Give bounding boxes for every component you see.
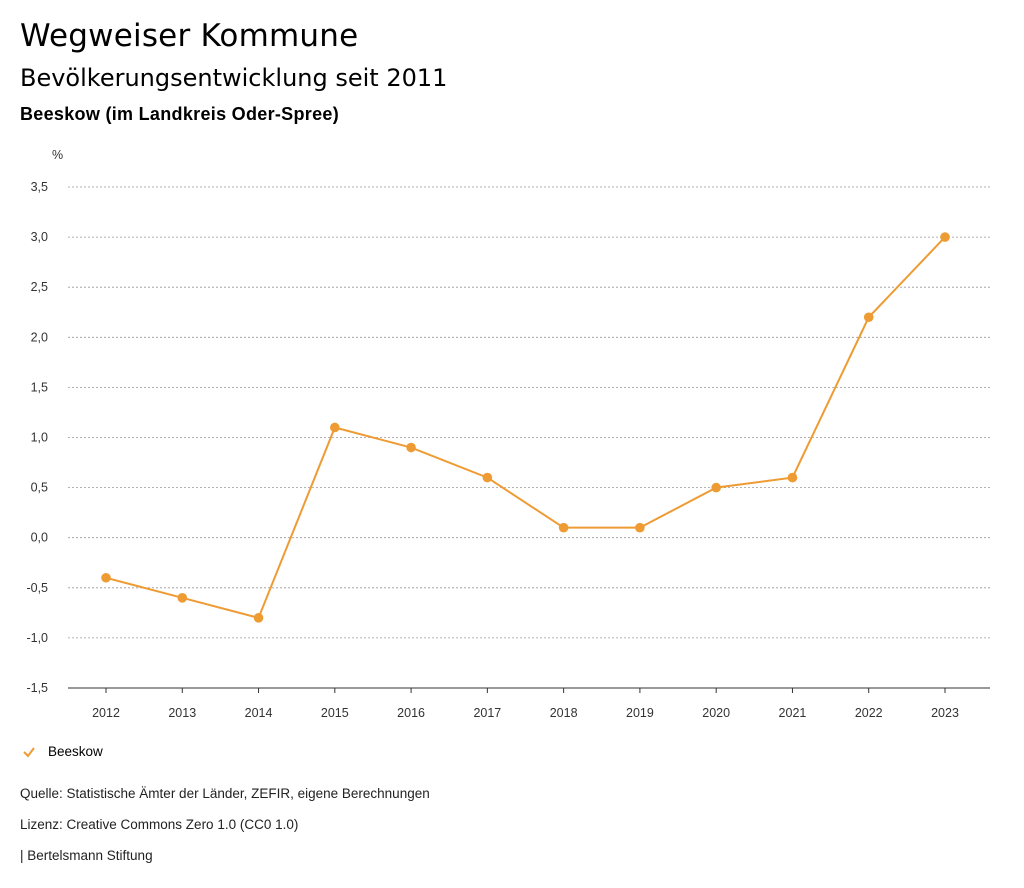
legend-label-beeskow: Beeskow [48,744,103,759]
chart-subtitle: Bevölkerungsentwicklung seit 2011 [20,64,448,92]
data-point[interactable] [863,312,874,323]
data-point[interactable] [940,232,950,242]
y-tick-label: 3,5 [31,180,48,194]
x-tick-label: 2014 [245,706,273,720]
y-tick-label: 0,5 [31,481,48,495]
data-point[interactable] [558,522,569,533]
data-point[interactable] [635,522,645,533]
region-label: Beeskow (im Landkreis Oder-Spree) [20,104,340,124]
y-tick-label: 2,5 [31,280,48,294]
y-tick-label: 0,0 [31,531,48,545]
source-note: Quelle: Statistische Ämter der Länder, Z… [20,786,430,801]
publisher-note: | Bertelsmann Stiftung [20,848,153,863]
y-tick-label: -1,5 [26,681,48,695]
data-point[interactable] [406,442,416,453]
x-tick-label: 2019 [626,706,654,720]
x-tick-label: 2017 [473,706,501,720]
y-tick-label: 3,0 [31,230,48,244]
x-tick-label: 2018 [550,706,578,720]
x-tick-label: 2016 [397,706,425,720]
data-point[interactable] [787,472,798,483]
y-tick-label: 2,0 [31,330,48,344]
data-point[interactable] [330,422,340,433]
x-tick-label: 2022 [855,706,883,720]
page-title: Wegweiser Kommune [20,18,359,54]
chart-legend[interactable]: Beeskow [22,744,103,759]
series-line [105,236,946,620]
x-tick-label: 2023 [931,706,959,720]
y-tick-label: -0,5 [26,581,48,595]
check-icon [23,746,35,758]
data-point[interactable] [253,613,264,623]
x-tick-label: 2015 [321,706,349,720]
license-note: Lizenz: Creative Commons Zero 1.0 (CC0 1… [20,817,299,832]
x-tick-label: 2013 [168,706,196,720]
data-point[interactable] [101,572,111,583]
x-tick-label: 2012 [92,706,120,720]
y-tick-label: 1,5 [31,380,48,394]
data-point[interactable] [177,593,188,603]
y-tick-label: 1,0 [31,431,48,445]
line-chart: % 3,5 3,0 2,5 2,0 1,5 1,0 0,5 0,0 -0,5 -1,0 -1,5 2… [26,148,990,720]
data-point[interactable] [482,472,493,483]
y-axis-unit-label: % [52,148,63,162]
data-point[interactable] [711,482,721,493]
y-tick-label: -1,0 [26,631,48,645]
x-tick-label: 2020 [702,706,730,720]
x-tick-label: 2021 [779,706,807,720]
